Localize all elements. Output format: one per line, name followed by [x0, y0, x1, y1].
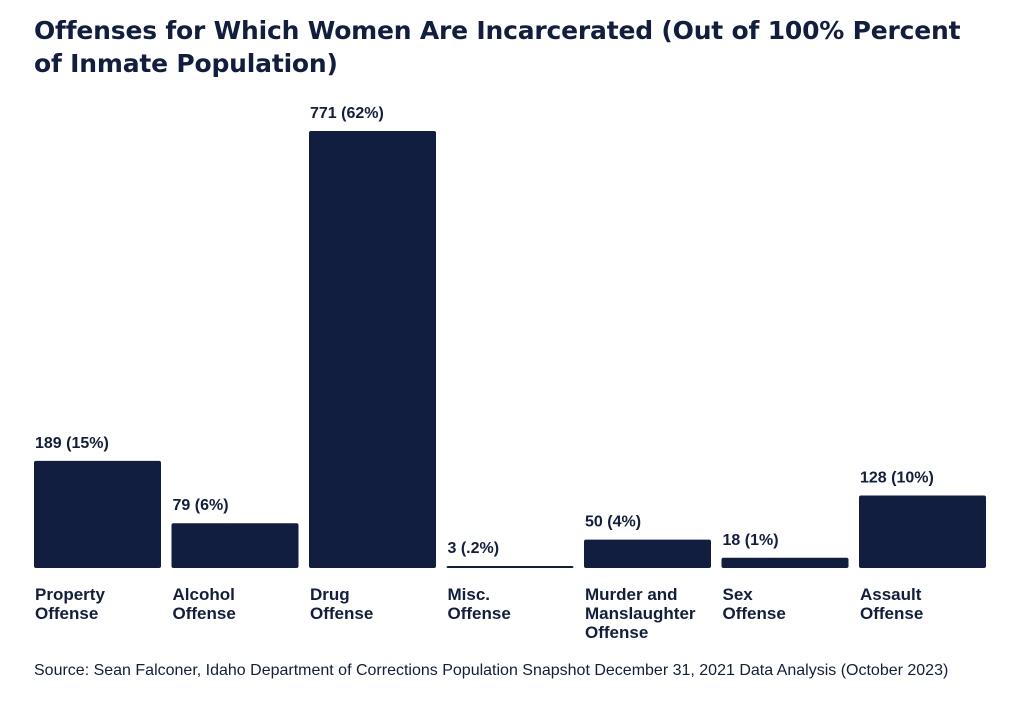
category-label-line: Murder and	[585, 585, 678, 604]
category-label-5: Sex Offense	[723, 585, 786, 623]
value-label-2: 771 (62%)	[310, 105, 384, 122]
category-label-line: Assault	[860, 585, 922, 604]
bar-2	[309, 131, 436, 568]
category-label-line: Offense	[860, 604, 923, 623]
category-label-2: Drug Offense	[310, 585, 373, 623]
bar-0	[34, 460, 161, 568]
value-label-5: 18 (1%)	[723, 532, 779, 549]
category-label-line: Offense	[585, 623, 648, 642]
category-label-6: Assault Offense	[860, 585, 923, 623]
category-label-line: Alcohol	[173, 585, 235, 604]
category-label-line: Drug	[310, 585, 350, 604]
chart-title: Offenses for Which Women Are Incarcerate…	[34, 16, 961, 78]
source-note: Source: Sean Falconer, Idaho Department …	[34, 662, 949, 679]
category-label-line: Offense	[448, 604, 511, 623]
category-label-line: Manslaughter	[585, 604, 696, 623]
value-label-3: 3 (.2%)	[448, 540, 500, 557]
category-label-line: Sex	[723, 585, 754, 604]
bar-1	[171, 523, 299, 568]
category-label-line: Offense	[35, 604, 98, 623]
value-label-1: 79 (6%)	[173, 497, 229, 514]
category-label-line: Property	[35, 585, 105, 604]
category-label-line: Offense	[173, 604, 236, 623]
value-label-0: 189 (15%)	[35, 435, 109, 452]
value-label-6: 128 (10%)	[860, 469, 934, 486]
bar-5	[721, 557, 849, 568]
category-label-line: Misc.	[448, 585, 491, 604]
value-label-4: 50 (4%)	[585, 514, 641, 531]
bar-4	[584, 539, 711, 568]
category-label-line: Offense	[723, 604, 786, 623]
category-label-4: Murder and Manslaughter Offense	[585, 585, 696, 642]
category-label-0: Property Offense	[35, 585, 105, 623]
category-label-3: Misc. Offense	[448, 585, 511, 623]
category-label-line: Offense	[310, 604, 373, 623]
bar-3	[446, 566, 574, 568]
category-label-1: Alcohol Offense	[173, 585, 236, 623]
bar-6	[859, 495, 986, 568]
